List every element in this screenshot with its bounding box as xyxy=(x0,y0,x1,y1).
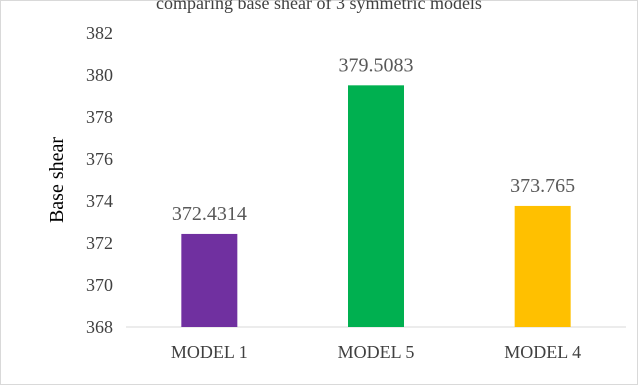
bar xyxy=(181,233,238,327)
y-tick-label: 380 xyxy=(86,65,113,85)
y-tick-label: 374 xyxy=(86,191,113,211)
bar-data-label: 373.765 xyxy=(510,175,575,197)
bar xyxy=(514,205,571,327)
y-tick-label: 370 xyxy=(86,275,113,295)
y-tick-label: 376 xyxy=(86,149,113,169)
y-tick-label: 368 xyxy=(86,317,113,337)
bar-data-label: 379.5083 xyxy=(339,54,414,76)
y-tick-label: 372 xyxy=(86,233,113,253)
bar-data-label: 372.4314 xyxy=(172,203,247,225)
y-tick-label: 382 xyxy=(86,23,113,43)
x-tick-label: MODEL 1 xyxy=(171,342,248,362)
x-tick-label: MODEL 4 xyxy=(504,342,581,362)
chart-title-clipped: comparing base shear of 3 symmetric mode… xyxy=(156,0,482,13)
y-axis-label: Base shear xyxy=(46,137,68,223)
bar xyxy=(348,85,404,327)
y-tick-label: 378 xyxy=(86,107,113,127)
x-tick-label: MODEL 5 xyxy=(338,342,415,362)
